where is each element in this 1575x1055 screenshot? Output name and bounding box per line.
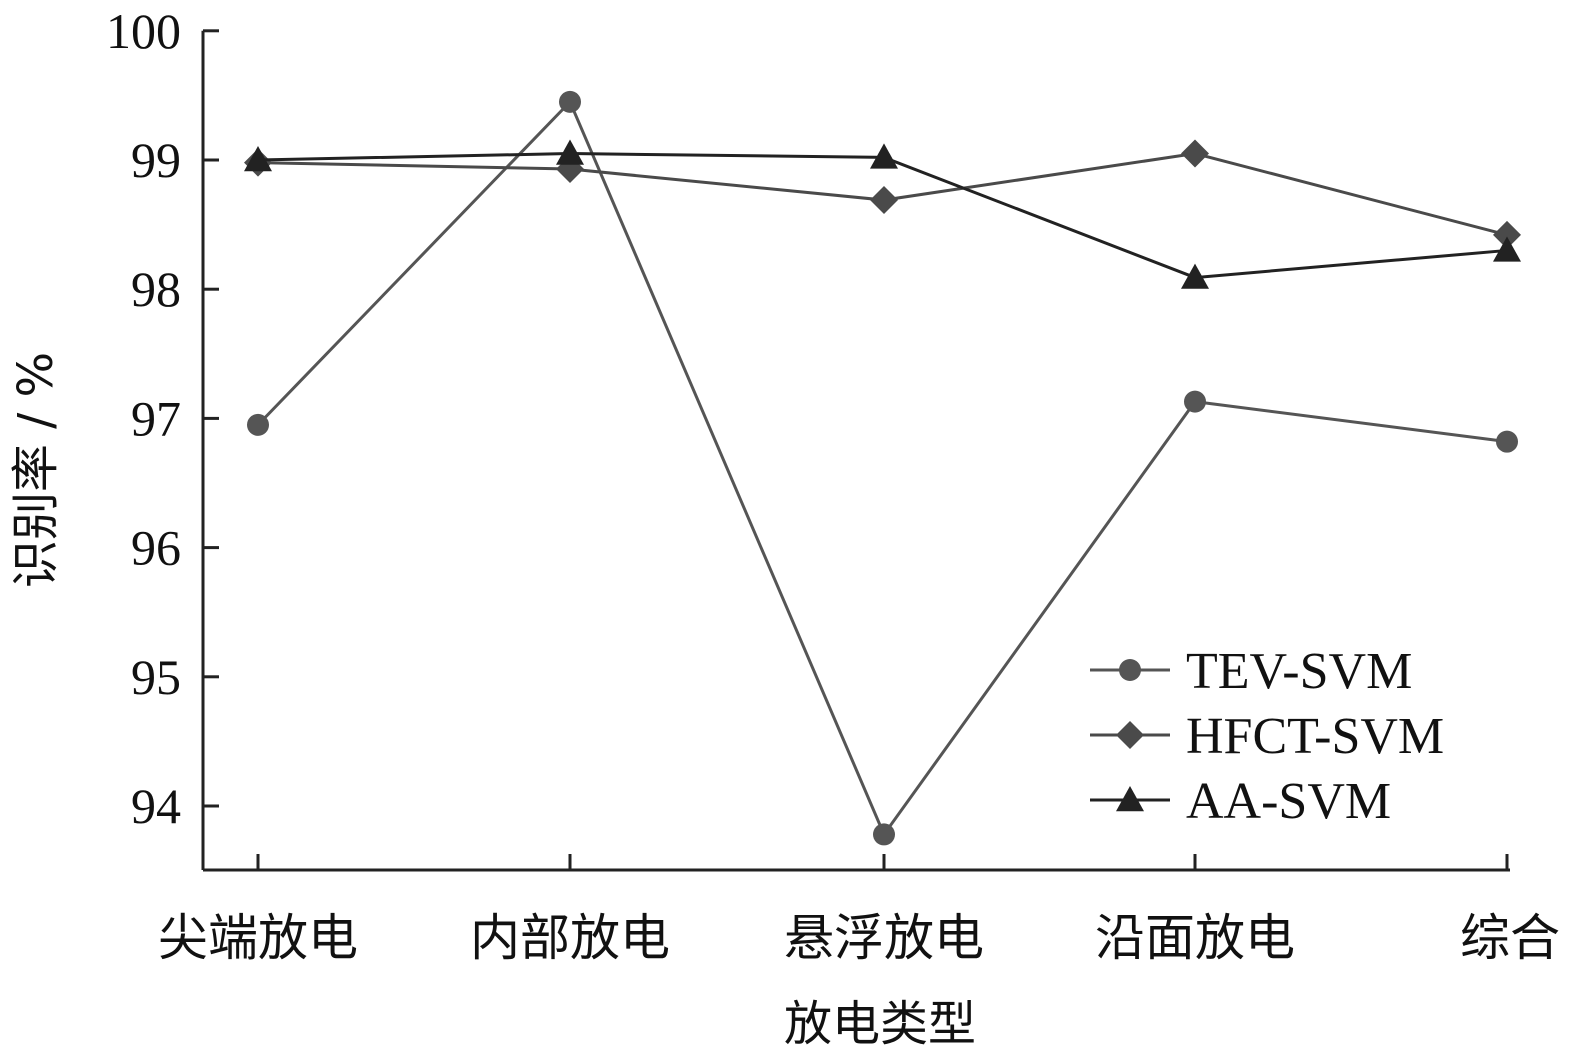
data-point [873, 823, 895, 846]
data-point [1181, 263, 1209, 289]
x-tick-label: 悬浮放电 [784, 909, 984, 967]
data-point [1184, 390, 1206, 413]
plot-area [244, 90, 1521, 846]
legend-item: HFCT-SVM [1090, 708, 1444, 765]
data-point [244, 146, 272, 172]
data-point [556, 139, 584, 165]
x-axis: 尖端放电 内部放电 悬浮放电 沿面放电 综合 [158, 854, 1560, 967]
legend-item: AA-SVM [1090, 773, 1391, 830]
y-tick-label: 96 [131, 520, 181, 576]
y-tick-label: 99 [131, 132, 181, 188]
legend-label: AA-SVM [1186, 773, 1391, 830]
y-tick-label: 98 [131, 261, 181, 317]
data-point [870, 143, 898, 169]
data-point [870, 186, 898, 215]
y-tick-label: 97 [131, 390, 181, 446]
data-point [1493, 220, 1521, 249]
x-axis-title: 放电类型 [784, 996, 976, 1052]
legend-marker [1116, 786, 1144, 812]
series-tev-svm [247, 90, 1518, 846]
legend-item: TEV-SVM [1090, 643, 1412, 700]
x-tick-label: 沿面放电 [1095, 909, 1295, 967]
x-tick-label: 尖端放电 [158, 909, 358, 967]
series-aa-svm [244, 139, 1521, 289]
x-tick-label: 综合 [1460, 909, 1560, 967]
data-point [1493, 236, 1521, 262]
legend-marker [1116, 721, 1144, 749]
data-point [1181, 139, 1209, 168]
y-axis: 94 95 96 97 98 99 100 [106, 3, 219, 870]
legend-marker [1119, 659, 1141, 681]
data-point [1496, 430, 1518, 453]
legend-label: HFCT-SVM [1186, 708, 1444, 765]
y-tick-label: 94 [131, 778, 181, 834]
data-point [559, 90, 581, 113]
y-tick-label: 100 [106, 3, 181, 59]
y-axis-title: 识别率 / % [8, 352, 64, 588]
y-tick-label: 95 [131, 649, 181, 705]
series-line [257, 152, 1508, 280]
legend-label: TEV-SVM [1186, 643, 1412, 700]
legend: TEV-SVM HFCT-SVM AA-SVM [1090, 643, 1444, 830]
x-tick-label: 内部放电 [470, 909, 670, 967]
data-point [247, 413, 269, 436]
